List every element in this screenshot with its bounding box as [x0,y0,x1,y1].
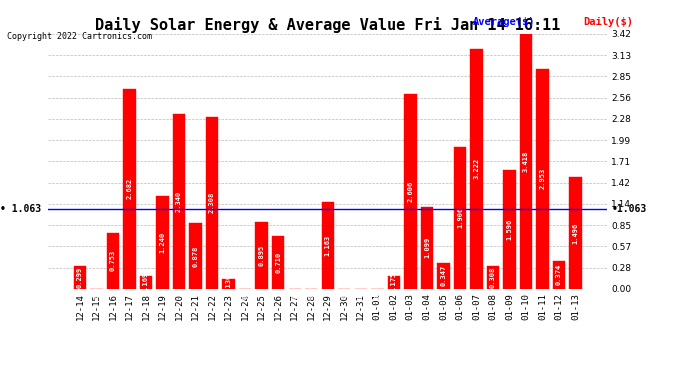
Text: 3.222: 3.222 [473,158,480,179]
Text: 0.878: 0.878 [193,245,199,267]
Text: • 1.063: • 1.063 [0,204,41,214]
Bar [421,207,433,289]
Text: 0.000: 0.000 [308,278,314,298]
Bar [536,69,549,289]
Text: 0.000: 0.000 [342,278,347,298]
Text: 1.099: 1.099 [424,237,430,258]
Text: 0.000: 0.000 [358,278,364,298]
Text: 2.682: 2.682 [126,178,132,200]
Text: 0.753: 0.753 [110,250,116,271]
Text: 2.953: 2.953 [540,168,546,189]
Bar [107,232,119,289]
Bar [157,196,169,289]
Bar [569,177,582,289]
Text: 0.000: 0.000 [374,278,380,298]
Bar [74,267,86,289]
Text: 1.240: 1.240 [159,232,166,253]
Text: 0.374: 0.374 [556,264,562,285]
Text: 1.906: 1.906 [457,207,463,228]
Text: Copyright 2022 Cartronics.com: Copyright 2022 Cartronics.com [7,32,152,41]
Bar [189,223,201,289]
Bar [404,94,417,289]
Text: 2.308: 2.308 [209,192,215,213]
Text: 0.169: 0.169 [143,272,149,293]
Text: 0.710: 0.710 [275,252,282,273]
Bar [140,276,152,289]
Text: 1.163: 1.163 [325,235,331,256]
Text: 0.299: 0.299 [77,267,83,288]
Text: 3.418: 3.418 [523,151,529,172]
Text: •1.063: •1.063 [611,204,647,214]
Bar [520,34,532,289]
Text: 2.340: 2.340 [176,191,182,212]
Text: 0.308: 0.308 [490,267,496,288]
Text: 0.000: 0.000 [242,278,248,298]
Bar [486,266,499,289]
Bar [388,276,400,289]
Text: 0.130: 0.130 [226,273,232,294]
Bar [172,114,185,289]
Bar [437,263,450,289]
Text: 0.000: 0.000 [93,278,99,298]
Bar [124,89,136,289]
Text: 2.606: 2.606 [407,181,413,202]
Bar [553,261,565,289]
Bar [272,236,284,289]
Bar [222,279,235,289]
Text: 0.347: 0.347 [440,265,446,286]
Text: Average($): Average($) [473,17,535,27]
Text: 0.895: 0.895 [259,245,265,266]
Text: 1.496: 1.496 [573,222,579,244]
Text: 0.175: 0.175 [391,272,397,293]
Text: 0.000: 0.000 [292,278,297,298]
Bar [206,117,218,289]
Bar [322,202,334,289]
Text: 1.596: 1.596 [506,219,513,240]
Bar [471,48,483,289]
Bar [454,147,466,289]
Text: Daily($): Daily($) [583,17,633,27]
Bar [503,170,515,289]
Title: Daily Solar Energy & Average Value Fri Jan 14 16:11: Daily Solar Energy & Average Value Fri J… [95,16,560,33]
Bar [255,222,268,289]
